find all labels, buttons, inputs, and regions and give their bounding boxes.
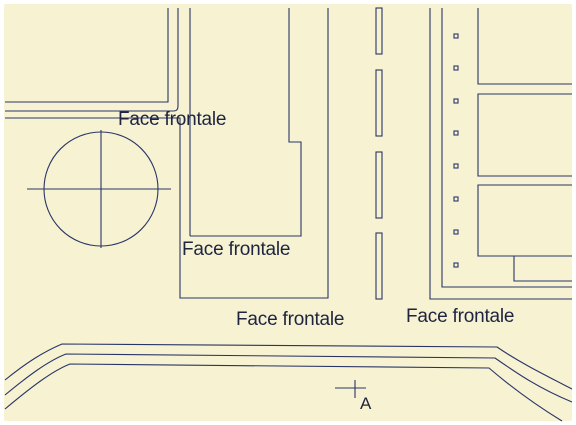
face-label-middle: Face frontale [182,239,291,260]
median-dash [375,151,383,219]
road-line-1 [4,343,573,390]
section-marker-label: A [360,394,372,413]
post-marker [453,163,459,169]
median-dash [375,232,383,300]
right-block-outline [429,8,572,300]
left-wall-inner [5,8,179,112]
median-dash [375,7,383,55]
left-wall-outer [5,8,169,103]
face-label-top-left: Face frontale [118,109,227,130]
face-label-bottom-right: Face frontale [406,306,515,327]
middle-building [190,8,302,237]
post-marker [453,262,459,268]
post-marker [453,196,459,202]
left-block-outline [5,8,329,299]
right-building-top [477,8,572,85]
right-sidewalk-line [441,8,572,288]
post-marker [453,229,459,235]
road-line-3 [4,363,563,422]
post-marker [453,33,459,39]
post-marker [453,130,459,136]
post-marker [453,65,459,71]
post-marker [453,98,459,104]
road-line-2 [4,353,573,403]
median-dash [375,69,383,137]
right-building-bottom [477,184,572,282]
right-building-middle [477,93,572,177]
face-label-bottom-center: Face frontale [236,309,345,330]
